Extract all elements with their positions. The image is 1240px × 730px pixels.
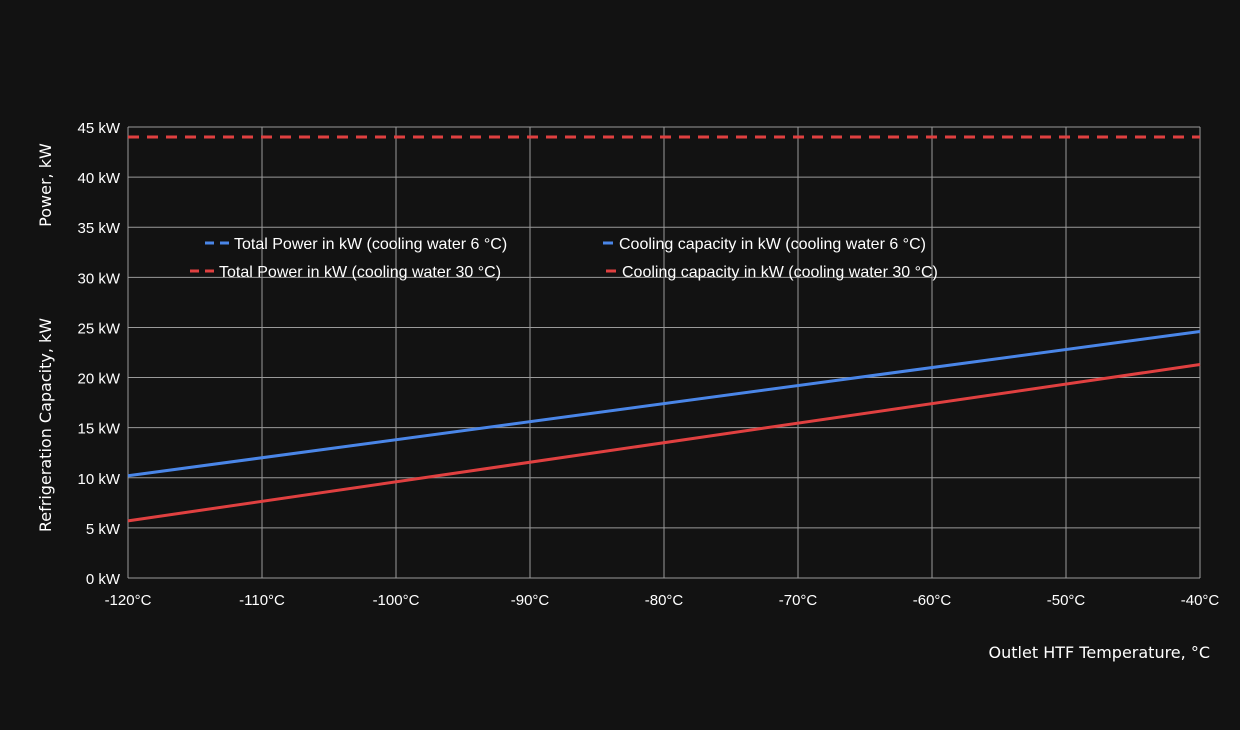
y-axis-label-top: Power, kW bbox=[36, 143, 55, 227]
x-tick-label: -70°C bbox=[779, 592, 818, 609]
x-tick-label: -100°C bbox=[373, 592, 420, 609]
x-tick-label: -40°C bbox=[1181, 592, 1220, 609]
x-tick-label: -50°C bbox=[1047, 592, 1086, 609]
x-tick-label: -120°C bbox=[105, 592, 152, 609]
x-tick-label: -60°C bbox=[913, 592, 952, 609]
legend-label: Cooling capacity in kW (cooling water 30… bbox=[622, 264, 938, 281]
legend-label: Total Power in kW (cooling water 30 °C) bbox=[219, 264, 501, 281]
x-axis-label: Outlet HTF Temperature, °C bbox=[989, 643, 1210, 662]
grid bbox=[127, 126, 1201, 579]
y-tick-label: 25 kW bbox=[77, 320, 120, 337]
y-tick-label: 5 kW bbox=[86, 521, 121, 538]
y-tick-label: 20 kW bbox=[77, 371, 120, 388]
legend-label: Cooling capacity in kW (cooling water 6 … bbox=[619, 236, 926, 253]
series-line bbox=[127, 329, 1201, 478]
y-tick-label: 45 kW bbox=[77, 120, 120, 137]
legend: Total Power in kW (cooling water 6 °C) Co… bbox=[190, 236, 938, 281]
x-tick-label: -110°C bbox=[239, 592, 285, 609]
y-axis-label-bottom: Refrigeration Capacity, kW bbox=[36, 318, 55, 532]
y-tick-label: 40 kW bbox=[77, 170, 120, 187]
legend-label: Total Power in kW (cooling water 6 °C) bbox=[234, 236, 507, 253]
series-lines bbox=[127, 135, 1201, 523]
y-tick-label: 35 kW bbox=[77, 220, 120, 237]
y-tick-label: 15 kW bbox=[77, 421, 120, 438]
tick-labels: 0 kW 5 kW 10 kW 15 kW 20 kW 25 kW 30 kW 35 kW 40… bbox=[77, 120, 1219, 609]
y-tick-label: 0 kW bbox=[86, 571, 121, 588]
x-tick-label: -80°C bbox=[645, 592, 684, 609]
x-tick-label: -90°C bbox=[511, 592, 550, 609]
y-tick-label: 30 kW bbox=[77, 270, 120, 287]
y-tick-label: 10 kW bbox=[77, 471, 120, 488]
series-line bbox=[127, 363, 1201, 523]
